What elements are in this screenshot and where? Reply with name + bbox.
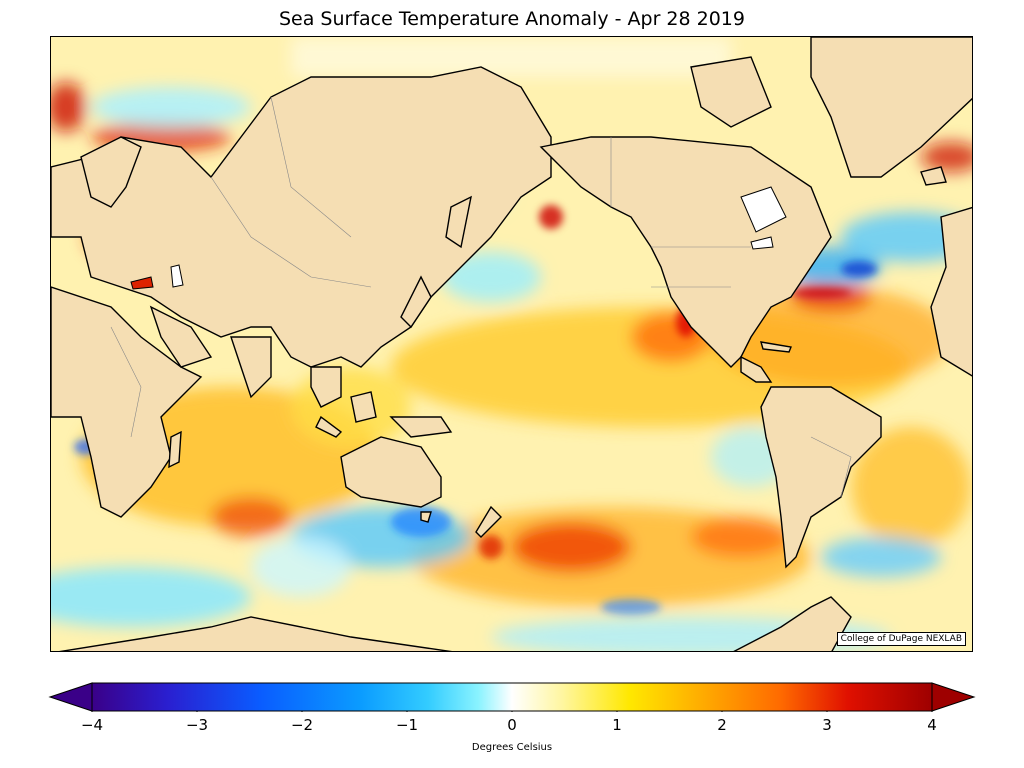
landmass-new-zealand (475, 505, 502, 538)
landmass-arabia (149, 305, 213, 368)
great-lakes (750, 236, 774, 250)
landmass-australia (340, 436, 442, 508)
landmass-greenland (810, 37, 972, 178)
caspian-sea (170, 264, 184, 288)
landmass-new-guinea (389, 416, 453, 438)
black-sea (130, 276, 154, 290)
colorbar-extend-high (931, 682, 976, 712)
landmass-south-america (760, 386, 882, 569)
colorbar-tick-label: 3 (822, 716, 832, 734)
colorbar-tick-label: −4 (80, 716, 104, 734)
landmass-kamchatka (445, 195, 472, 249)
landmass-india (230, 336, 272, 399)
landmass-africa (51, 286, 203, 518)
landmass-madagascar (168, 430, 182, 469)
landmass-cuba (760, 341, 792, 353)
colorbar-tick-label: 0 (507, 716, 517, 734)
colorbar-gradient (91, 682, 933, 712)
colorbar-tick-label: −3 (185, 716, 209, 734)
colorbar-units-label: Degrees Celsius (471, 742, 553, 753)
landmass-indochina (310, 366, 342, 408)
landmass-central-america (740, 355, 773, 383)
landmass-borneo (350, 391, 377, 423)
landmass-scandinavia (80, 136, 142, 208)
landmass-europe-west (930, 206, 972, 377)
landmass-antarctica (59, 616, 453, 651)
landmass-japan (400, 275, 432, 329)
map-canvas (51, 37, 972, 651)
colorbar-extend-low (48, 682, 93, 712)
political-boundaries (110, 96, 852, 498)
colorbar-tick-label: 4 (927, 716, 937, 734)
colorbar-tick-label: −1 (395, 716, 419, 734)
map-title: Sea Surface Temperature Anomaly - Apr 28… (278, 8, 745, 30)
landmass-tasmania (420, 511, 432, 523)
landmass-sumatra (315, 415, 343, 438)
colorbar-tick-label: 2 (717, 716, 727, 734)
credit-label: College of DuPage NEXLAB (836, 632, 966, 646)
colorbar-scale (48, 682, 976, 716)
colorbar-tick-label: −2 (290, 716, 314, 734)
inland-waters (130, 186, 787, 290)
land-masses (51, 37, 972, 651)
colorbar: −4 −3 −2 −1 0 1 2 3 4 Degrees Celsius (48, 682, 976, 762)
landmass-arctic-islands (690, 56, 772, 128)
landmass-iceland (920, 166, 947, 186)
hudson-bay (740, 186, 787, 233)
sst-anomaly-map[interactable]: College of DuPage NEXLAB (50, 36, 973, 652)
colorbar-tick-label: 1 (612, 716, 622, 734)
landmass-antarctica-east (733, 596, 852, 651)
